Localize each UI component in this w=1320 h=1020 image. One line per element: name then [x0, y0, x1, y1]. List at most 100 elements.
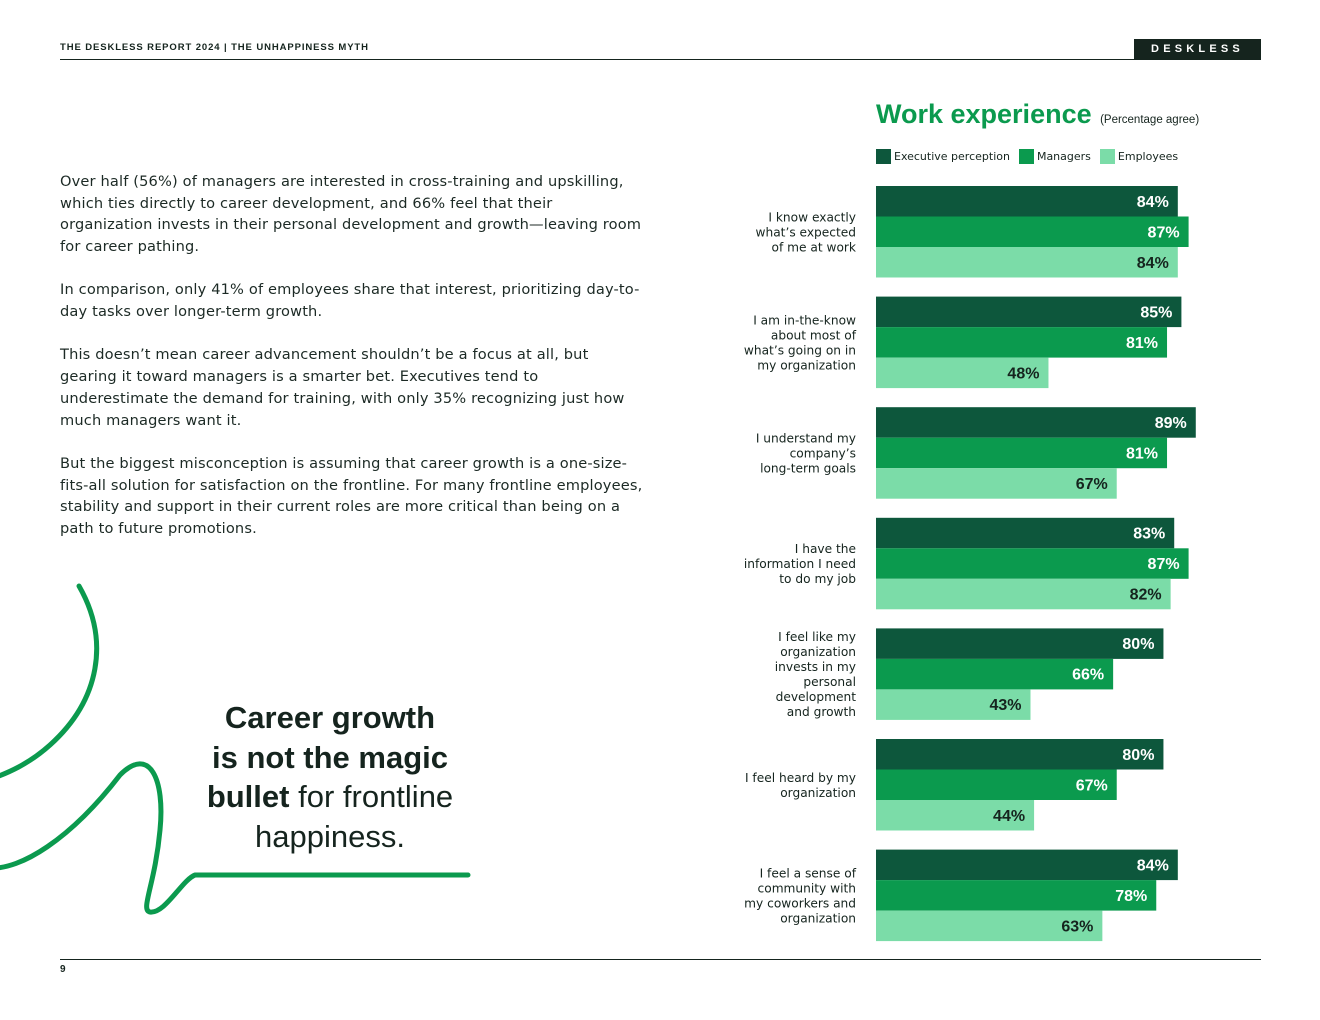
category-label-1: I know exactly what’s expected of me at wo… — [756, 210, 857, 254]
category-label-line: organization — [780, 911, 856, 925]
value-label-employees-6: 44% — [993, 808, 1025, 825]
category-label-line: personal — [803, 675, 856, 689]
bar-managers-1 — [876, 216, 1189, 247]
bar-executive-6 — [876, 739, 1164, 770]
category-label-line: I know exactly — [768, 210, 856, 224]
value-label-executive-3: 89% — [1155, 415, 1187, 432]
value-label-managers-1: 87% — [1148, 224, 1180, 241]
work-experience-bar-chart: 84% 87% 84% I know exactly what’s expected of… — [744, 186, 1196, 942]
category-label-line: I have the — [795, 542, 856, 556]
deskless-logo: DESKLESS — [1134, 39, 1261, 59]
category-label-3: I understand my company’s long-term goals — [756, 431, 856, 475]
footer-divider — [60, 959, 1261, 960]
body-text: Over half (56%) of managers are interest… — [60, 171, 645, 561]
value-label-executive-2: 85% — [1140, 304, 1172, 321]
category-label-line: invests in my — [775, 660, 856, 674]
category-label-line: my coworkers and — [744, 896, 856, 910]
category-label-line: to do my job — [779, 572, 856, 586]
category-label-line: I feel heard by my — [745, 771, 856, 785]
bar-managers-4 — [876, 548, 1189, 579]
value-label-managers-6: 67% — [1076, 777, 1108, 794]
category-label-5: I feel like my organization invests in my p… — [775, 630, 856, 719]
callout-line-3-bold: bullet — [206, 779, 290, 814]
callout-line-1: Career growth — [224, 700, 436, 735]
value-label-employees-5: 43% — [989, 697, 1021, 714]
paragraph-1: Over half (56%) of managers are interest… — [60, 173, 642, 256]
category-label-line: I feel a sense of — [760, 866, 857, 880]
value-label-executive-7: 84% — [1137, 857, 1169, 874]
category-label-line: information I need — [744, 557, 856, 571]
legend-item-executive: Executive perception — [876, 149, 1010, 164]
category-label-line: development — [776, 690, 857, 704]
category-label-line: community with — [758, 881, 856, 895]
chart-title: Work experience — [876, 99, 1092, 129]
bar-employees-1 — [876, 247, 1178, 278]
bar-employees-2 — [876, 357, 1049, 389]
paragraph-2: In comparison, only 41% of employees sha… — [60, 281, 640, 321]
value-label-executive-4: 83% — [1133, 526, 1165, 543]
bar-executive-3 — [876, 407, 1196, 438]
bar-employees-7 — [876, 910, 1103, 942]
value-label-employees-7: 63% — [1061, 918, 1093, 935]
legend-swatch-executive — [876, 149, 891, 164]
callout-quote: Career growth is not the magic bullet fo… — [160, 698, 500, 856]
bar-employees-4 — [876, 578, 1171, 610]
report-header-title: THE DESKLESS REPORT 2024 | THE UNHAPPINE… — [60, 42, 369, 53]
callout-line-2: is not the magic — [212, 739, 448, 775]
decorative-swirl — [0, 583, 471, 915]
value-label-executive-1: 84% — [1137, 194, 1169, 211]
category-label-line: and growth — [787, 705, 856, 719]
legend-item-managers: Managers — [1018, 149, 1091, 164]
category-label-line: I understand my — [756, 431, 856, 445]
value-label-employees-2: 48% — [1007, 365, 1039, 382]
value-label-employees-3: 67% — [1076, 476, 1108, 493]
legend-label-employees: Employees — [1117, 150, 1179, 163]
category-label-line: I feel like my — [778, 630, 856, 644]
category-label-line: organization — [780, 645, 856, 659]
bar-employees-5 — [876, 689, 1031, 720]
category-label-line: what’s expected — [756, 225, 856, 239]
bar-executive-1 — [876, 186, 1178, 217]
bar-executive-4 — [876, 517, 1175, 549]
bar-managers-2 — [876, 327, 1168, 358]
category-label-line: my organization — [757, 358, 856, 372]
bar-managers-3 — [876, 437, 1168, 469]
legend-label-executive: Executive perception — [894, 150, 1010, 163]
bar-executive-5 — [876, 628, 1164, 659]
bar-executive-7 — [876, 849, 1178, 881]
chart-title-block: Work experience (Percentage agree) — [876, 99, 1199, 130]
legend-swatch-managers — [1018, 149, 1034, 164]
legend-item-employees: Employees — [1099, 149, 1179, 164]
legend-swatch-employees — [1099, 149, 1115, 164]
category-label-line: of me at work — [772, 240, 857, 254]
bar-managers-7 — [876, 880, 1157, 911]
value-label-managers-4: 87% — [1148, 556, 1180, 573]
value-label-managers-5: 66% — [1072, 667, 1104, 684]
page-number: 9 — [60, 964, 66, 975]
bar-executive-2 — [876, 296, 1182, 328]
bar-managers-6 — [876, 769, 1117, 800]
category-label-2: I am in-the-know about most of what’s goin… — [744, 313, 857, 372]
category-label-line: about most of — [771, 328, 857, 342]
chart-legend: Executive perception Managers Employees — [876, 149, 1187, 164]
header-divider — [60, 59, 1261, 60]
category-label-7: I feel a sense of community with my cowork… — [744, 866, 857, 925]
callout-line-4: happiness. — [255, 818, 405, 854]
value-label-executive-6: 80% — [1122, 747, 1154, 764]
callout-line-3-rest: for frontline — [289, 779, 454, 814]
category-label-line: I am in-the-know — [753, 313, 856, 327]
paragraph-3: This doesn’t mean career advancement sho… — [60, 346, 625, 429]
category-label-4: I have the information I need to do my job — [744, 542, 856, 586]
category-label-line: long-term goals — [760, 461, 856, 475]
category-label-line: organization — [780, 786, 856, 800]
value-label-employees-1: 84% — [1137, 255, 1169, 272]
value-label-executive-5: 80% — [1122, 636, 1154, 653]
category-label-6: I feel heard by my organization — [745, 771, 856, 800]
bar-employees-6 — [876, 800, 1035, 831]
value-label-managers-2: 81% — [1126, 335, 1158, 352]
bar-managers-5 — [876, 658, 1114, 690]
category-label-line: what’s going on in — [744, 343, 856, 357]
bar-employees-3 — [876, 468, 1117, 499]
legend-label-managers: Managers — [1036, 150, 1091, 163]
chart-subtitle: (Percentage agree) — [1100, 114, 1200, 126]
